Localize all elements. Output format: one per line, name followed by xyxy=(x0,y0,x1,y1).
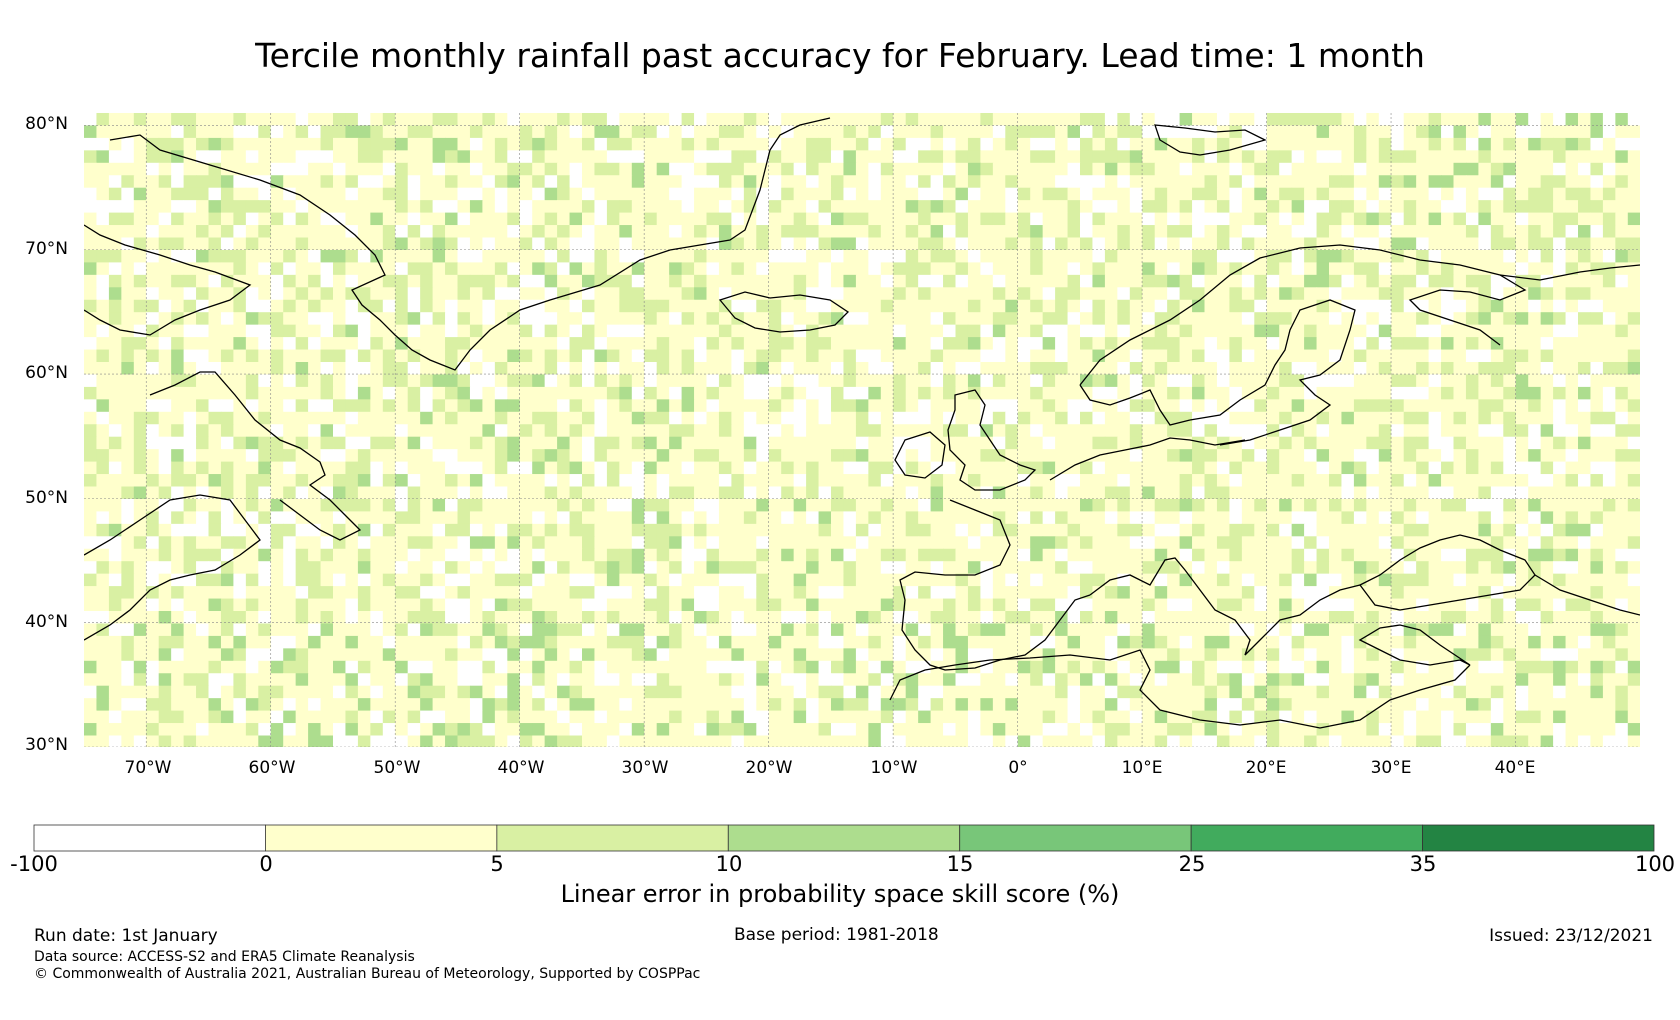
coastline-ireland xyxy=(894,431,946,479)
lon-label-30w: 30°W xyxy=(621,758,669,778)
lon-label-20w: 20°W xyxy=(745,758,793,778)
coastline-gulf-st-lawrence xyxy=(84,494,261,641)
coastline-labrador xyxy=(149,371,362,541)
colorbar-tick-10: 10 xyxy=(715,852,743,876)
colorbar-segment xyxy=(1422,824,1655,852)
colorbar xyxy=(33,824,1655,852)
lon-label-40e: 40°E xyxy=(1494,758,1536,778)
colorbar-tick-15: 15 xyxy=(946,852,974,876)
coastlines xyxy=(84,117,1640,729)
colorbar-tick-minus100: -100 xyxy=(10,852,58,876)
colorbar-segment xyxy=(727,824,961,852)
coastline-greenland xyxy=(109,117,831,371)
colorbar-segment xyxy=(1190,824,1423,852)
coastline-baffin xyxy=(84,224,252,336)
base-period: Base period: 1981-2018 xyxy=(734,925,939,945)
colorbar-tick-100: 100 xyxy=(1634,852,1676,876)
lat-label-50: 50°N xyxy=(25,488,68,508)
lat-label-80: 80°N xyxy=(25,114,68,134)
copyright: © Commonwealth of Australia 2021, Austra… xyxy=(34,966,701,982)
colorbar-label: Linear error in probability space skill … xyxy=(560,880,1120,908)
coastline-turkey xyxy=(1358,624,1471,666)
coastline-scandinavia xyxy=(1079,244,1527,386)
lon-label-10e: 10°E xyxy=(1121,758,1163,778)
coastline-north-africa xyxy=(889,649,1471,729)
lat-label-70: 70°N xyxy=(25,239,68,259)
data-source: Data source: ACCESS-S2 and ERA5 Climate … xyxy=(34,949,415,965)
coastline-russia-north xyxy=(1499,264,1640,281)
issued-date: Issued: 23/12/2021 xyxy=(1489,926,1653,946)
coastline-black-sea xyxy=(1359,534,1536,611)
skill-cells xyxy=(84,113,1640,747)
lon-label-0: 0° xyxy=(1008,758,1028,778)
coastline-svalbard xyxy=(1154,124,1267,156)
coastline-norway-south xyxy=(1079,384,1191,426)
coastline-great-britain xyxy=(947,389,1037,491)
colorbar-segment xyxy=(33,824,266,852)
coastline-iceland xyxy=(718,291,850,333)
lat-label-40: 40°N xyxy=(25,612,68,632)
coastline-france-iberia xyxy=(899,499,1091,671)
run-date: Run date: 1st January xyxy=(34,926,218,946)
colorbar-segment xyxy=(265,824,498,852)
colorbar-tick-5: 5 xyxy=(490,852,504,876)
lon-label-40w: 40°W xyxy=(497,758,545,778)
lon-label-70w: 70°W xyxy=(124,758,172,778)
lon-label-60w: 60°W xyxy=(248,758,296,778)
map-title: Tercile monthly rainfall past accuracy f… xyxy=(255,36,1425,75)
colorbar-tick-35: 35 xyxy=(1409,852,1437,876)
colorbar-segment xyxy=(496,824,729,852)
lat-label-60: 60°N xyxy=(25,363,68,383)
lon-label-20e: 20°E xyxy=(1245,758,1287,778)
lat-label-30: 30°N xyxy=(25,735,68,755)
colorbar-tick-25: 25 xyxy=(1178,852,1206,876)
lon-label-30e: 30°E xyxy=(1370,758,1412,778)
lon-label-10w: 10°W xyxy=(870,758,918,778)
coastline-europe-west xyxy=(1049,437,1246,481)
colorbar-segment xyxy=(959,824,1192,852)
lon-label-50w: 50°W xyxy=(373,758,421,778)
colorbar-tick-0: 0 xyxy=(259,852,273,876)
coastline-caspian-region xyxy=(1534,574,1640,616)
coastline-baltic xyxy=(1189,299,1356,446)
coastline-mediterranean-north xyxy=(1089,557,1361,656)
